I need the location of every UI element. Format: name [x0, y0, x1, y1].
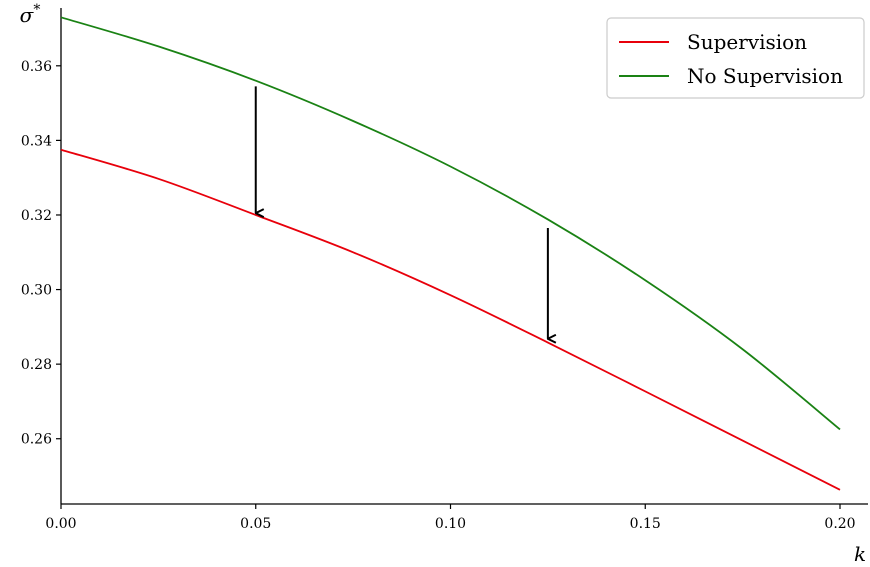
x-tick-label: 0.00	[45, 516, 76, 532]
annotation-layer	[256, 86, 548, 338]
y-tick-label: 0.26	[21, 432, 52, 448]
x-tick-label: 0.15	[630, 516, 661, 532]
legend-label-no-supervision: No Supervision	[687, 64, 843, 88]
legend-label-supervision: Supervision	[687, 30, 807, 54]
x-tick-label: 0.10	[435, 516, 466, 532]
y-axis-label: σ*	[20, 2, 41, 27]
series-line-supervision	[61, 150, 840, 490]
y-ticks: 0.26 0.28 0.30 0.32 0.34 0.36	[21, 59, 61, 448]
y-tick-label: 0.30	[21, 283, 52, 299]
y-tick-label: 0.36	[21, 59, 52, 75]
x-tick-label: 0.20	[824, 516, 855, 532]
legend: Supervision No Supervision	[607, 18, 864, 98]
x-tick-label: 0.05	[240, 516, 271, 532]
y-tick-label: 0.28	[21, 357, 52, 373]
x-ticks: 0.00 0.05 0.10 0.15 0.20	[45, 504, 855, 532]
y-tick-label: 0.32	[21, 208, 52, 224]
x-axis-label: k	[854, 542, 866, 566]
y-tick-label: 0.34	[21, 133, 52, 149]
